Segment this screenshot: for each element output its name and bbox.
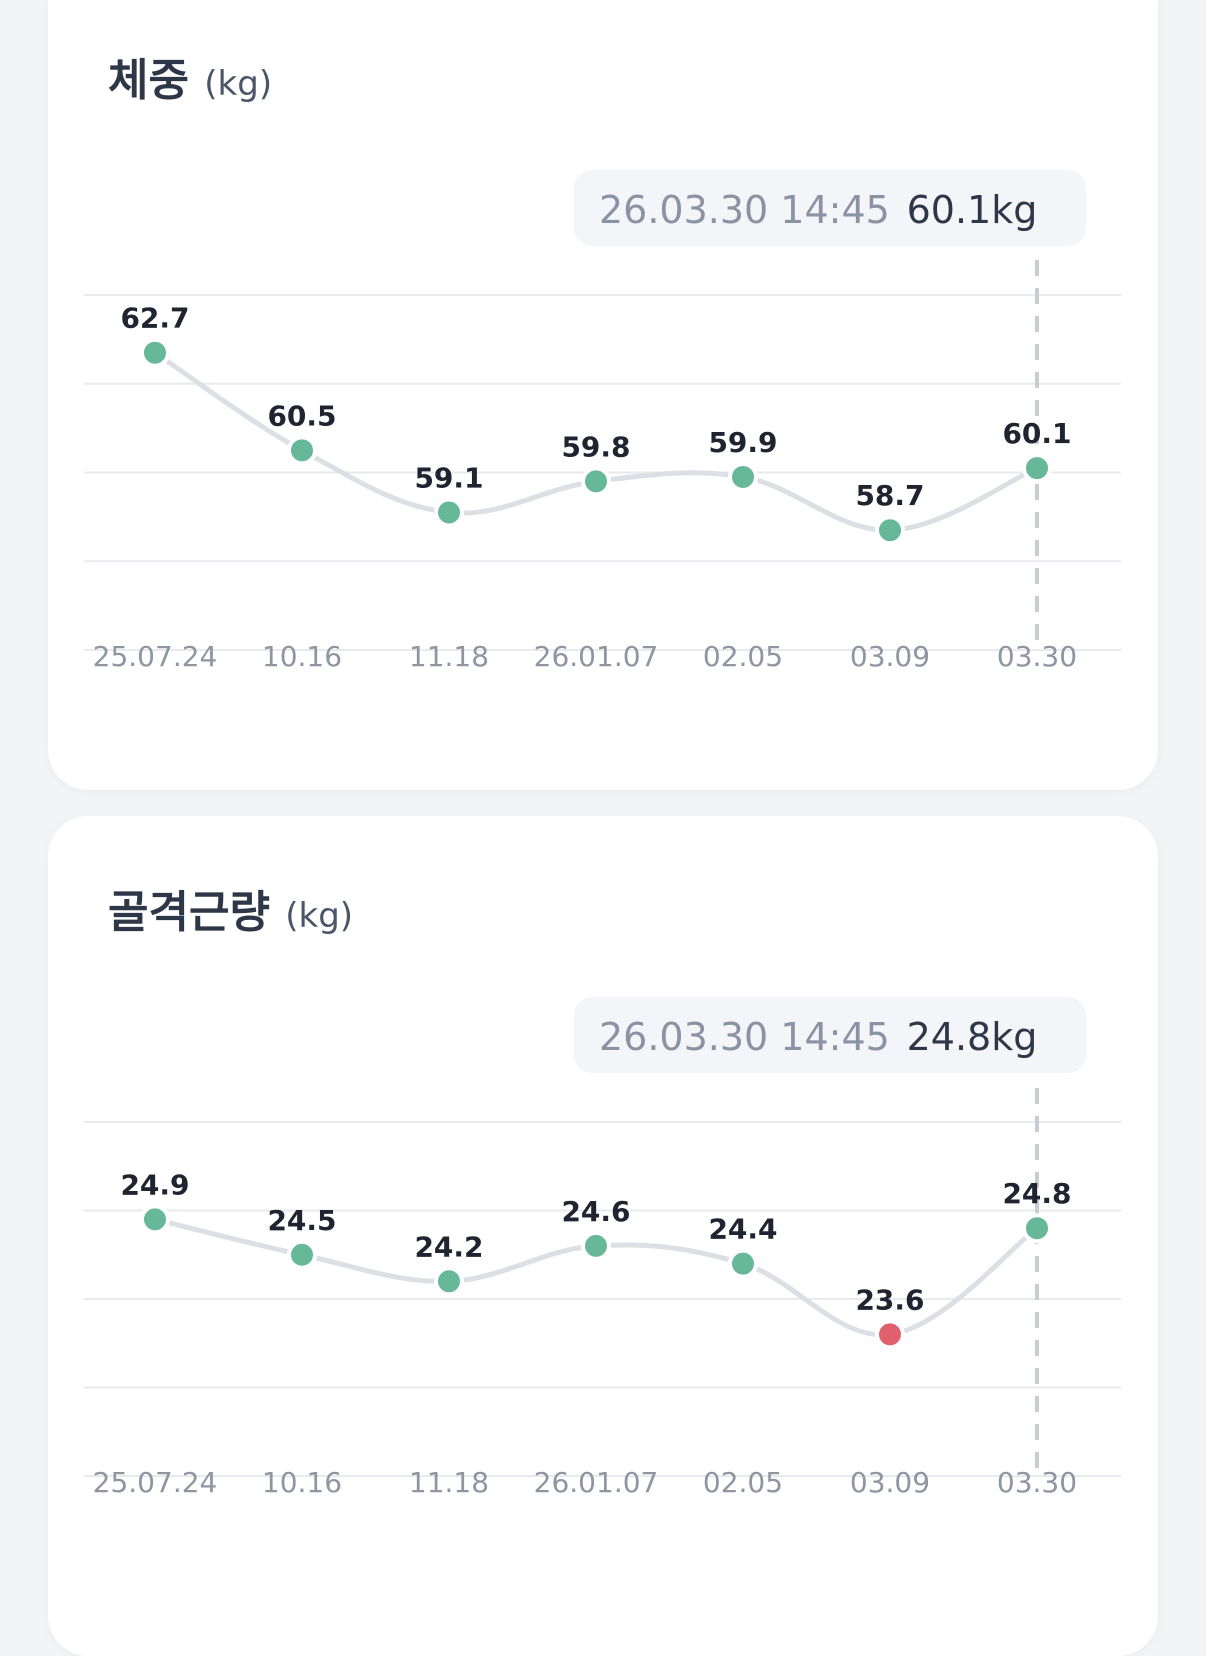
muscle-card: 골격근량 (kg) 26.03.30 14:45 24.8kg 24.9 24.5… — [48, 816, 1158, 1656]
data-label: 59.8 — [561, 430, 630, 463]
data-label: 24.9 — [120, 1168, 189, 1201]
weight-title-text: 체중 — [108, 55, 189, 106]
tooltip-date: 26.03.30 14:45 — [599, 188, 890, 232]
weight-chart[interactable]: 26.03.30 14:45 60.1kg 62.7 60.5 59.1 59.8 59… — [48, 0, 1158, 790]
tooltip-value: 60.1kg — [907, 188, 1038, 232]
x-tick-label: 03.09 — [850, 640, 930, 673]
data-point[interactable] — [728, 461, 758, 492]
data-label: 24.6 — [561, 1195, 630, 1228]
data-point[interactable] — [287, 1239, 317, 1270]
data-label: 24.4 — [708, 1213, 777, 1246]
x-tick-label: 25.07.24 — [93, 1466, 218, 1499]
grid-lines — [84, 1121, 1121, 1477]
weight-card: 체중 (kg) 26.03.30 14:45 60.1kg 62.7 60.5 59… — [48, 0, 1158, 790]
muscle-chart[interactable]: 26.03.30 14:45 24.8kg 24.9 24.5 24.2 24.6 24… — [48, 816, 1158, 1656]
x-tick-label: 10.16 — [262, 640, 342, 673]
data-point[interactable] — [581, 466, 611, 497]
data-point[interactable] — [1022, 1213, 1052, 1244]
data-label: 24.8 — [1002, 1177, 1071, 1210]
data-point[interactable] — [434, 497, 464, 528]
data-point[interactable] — [434, 1266, 464, 1297]
data-point[interactable] — [728, 1248, 758, 1279]
x-tick-label: 26.01.07 — [534, 1466, 659, 1499]
tooltip-value: 24.8kg — [907, 1015, 1038, 1059]
data-point-low[interactable] — [875, 1319, 905, 1350]
tooltip-date: 26.03.30 14:45 — [599, 1015, 890, 1059]
data-label: 24.2 — [414, 1230, 483, 1263]
x-tick-label: 11.18 — [409, 1466, 489, 1499]
data-point[interactable] — [1022, 453, 1052, 484]
muscle-unit: (kg) — [285, 896, 354, 936]
data-label: 24.5 — [267, 1204, 336, 1237]
data-point[interactable] — [140, 1204, 170, 1235]
data-point[interactable] — [140, 337, 170, 368]
data-point[interactable] — [287, 435, 317, 466]
selected-tooltip: 26.03.30 14:45 24.8kg — [574, 997, 1086, 1073]
data-label: 60.1 — [1002, 417, 1071, 450]
tooltip-box — [574, 997, 1086, 1073]
tooltip-box — [574, 170, 1086, 246]
data-label: 60.5 — [267, 399, 336, 432]
x-tick-label: 02.05 — [703, 640, 783, 673]
x-tick-label: 03.09 — [850, 1466, 930, 1499]
data-point[interactable] — [581, 1230, 611, 1261]
muscle-title: 골격근량 (kg) — [108, 876, 353, 940]
muscle-title-text: 골격근량 — [108, 887, 270, 938]
data-point[interactable] — [875, 515, 905, 546]
x-tick-label: 11.18 — [409, 640, 489, 673]
x-tick-label: 25.07.24 — [93, 640, 218, 673]
data-label: 62.7 — [120, 302, 189, 335]
data-label: 58.7 — [855, 479, 924, 512]
data-label: 23.6 — [855, 1283, 924, 1316]
x-tick-label: 03.30 — [997, 1466, 1077, 1499]
weight-unit: (kg) — [204, 64, 273, 104]
weight-title: 체중 (kg) — [108, 44, 272, 108]
x-tick-label: 10.16 — [262, 1466, 342, 1499]
selected-tooltip: 26.03.30 14:45 60.1kg — [574, 170, 1086, 246]
data-label: 59.9 — [708, 426, 777, 459]
x-tick-label: 03.30 — [997, 640, 1077, 673]
x-tick-label: 26.01.07 — [534, 640, 659, 673]
data-label: 59.1 — [414, 461, 483, 494]
x-tick-label: 02.05 — [703, 1466, 783, 1499]
